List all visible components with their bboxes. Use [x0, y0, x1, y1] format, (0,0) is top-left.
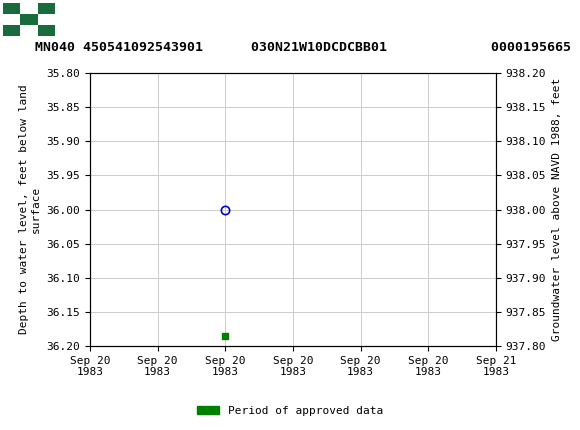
Bar: [3, 25, 20, 36]
Text: USGS: USGS: [70, 10, 125, 28]
Text: MN040 450541092543901      030N21W10DCDCBB01             0000195665: MN040 450541092543901 030N21W10DCDCBB01 …: [35, 41, 571, 54]
FancyBboxPatch shape: [3, 3, 55, 36]
Bar: [3, 3, 20, 14]
Bar: [38, 3, 55, 14]
Bar: [20, 25, 38, 36]
Bar: [38, 14, 55, 25]
Y-axis label: Depth to water level, feet below land
surface: Depth to water level, feet below land su…: [19, 85, 41, 335]
Bar: [20, 14, 38, 25]
Bar: [20, 3, 38, 14]
Bar: [3, 14, 20, 25]
Y-axis label: Groundwater level above NAVD 1988, feet: Groundwater level above NAVD 1988, feet: [552, 78, 561, 341]
Bar: [38, 25, 55, 36]
Legend: Period of approved data: Period of approved data: [193, 401, 387, 420]
